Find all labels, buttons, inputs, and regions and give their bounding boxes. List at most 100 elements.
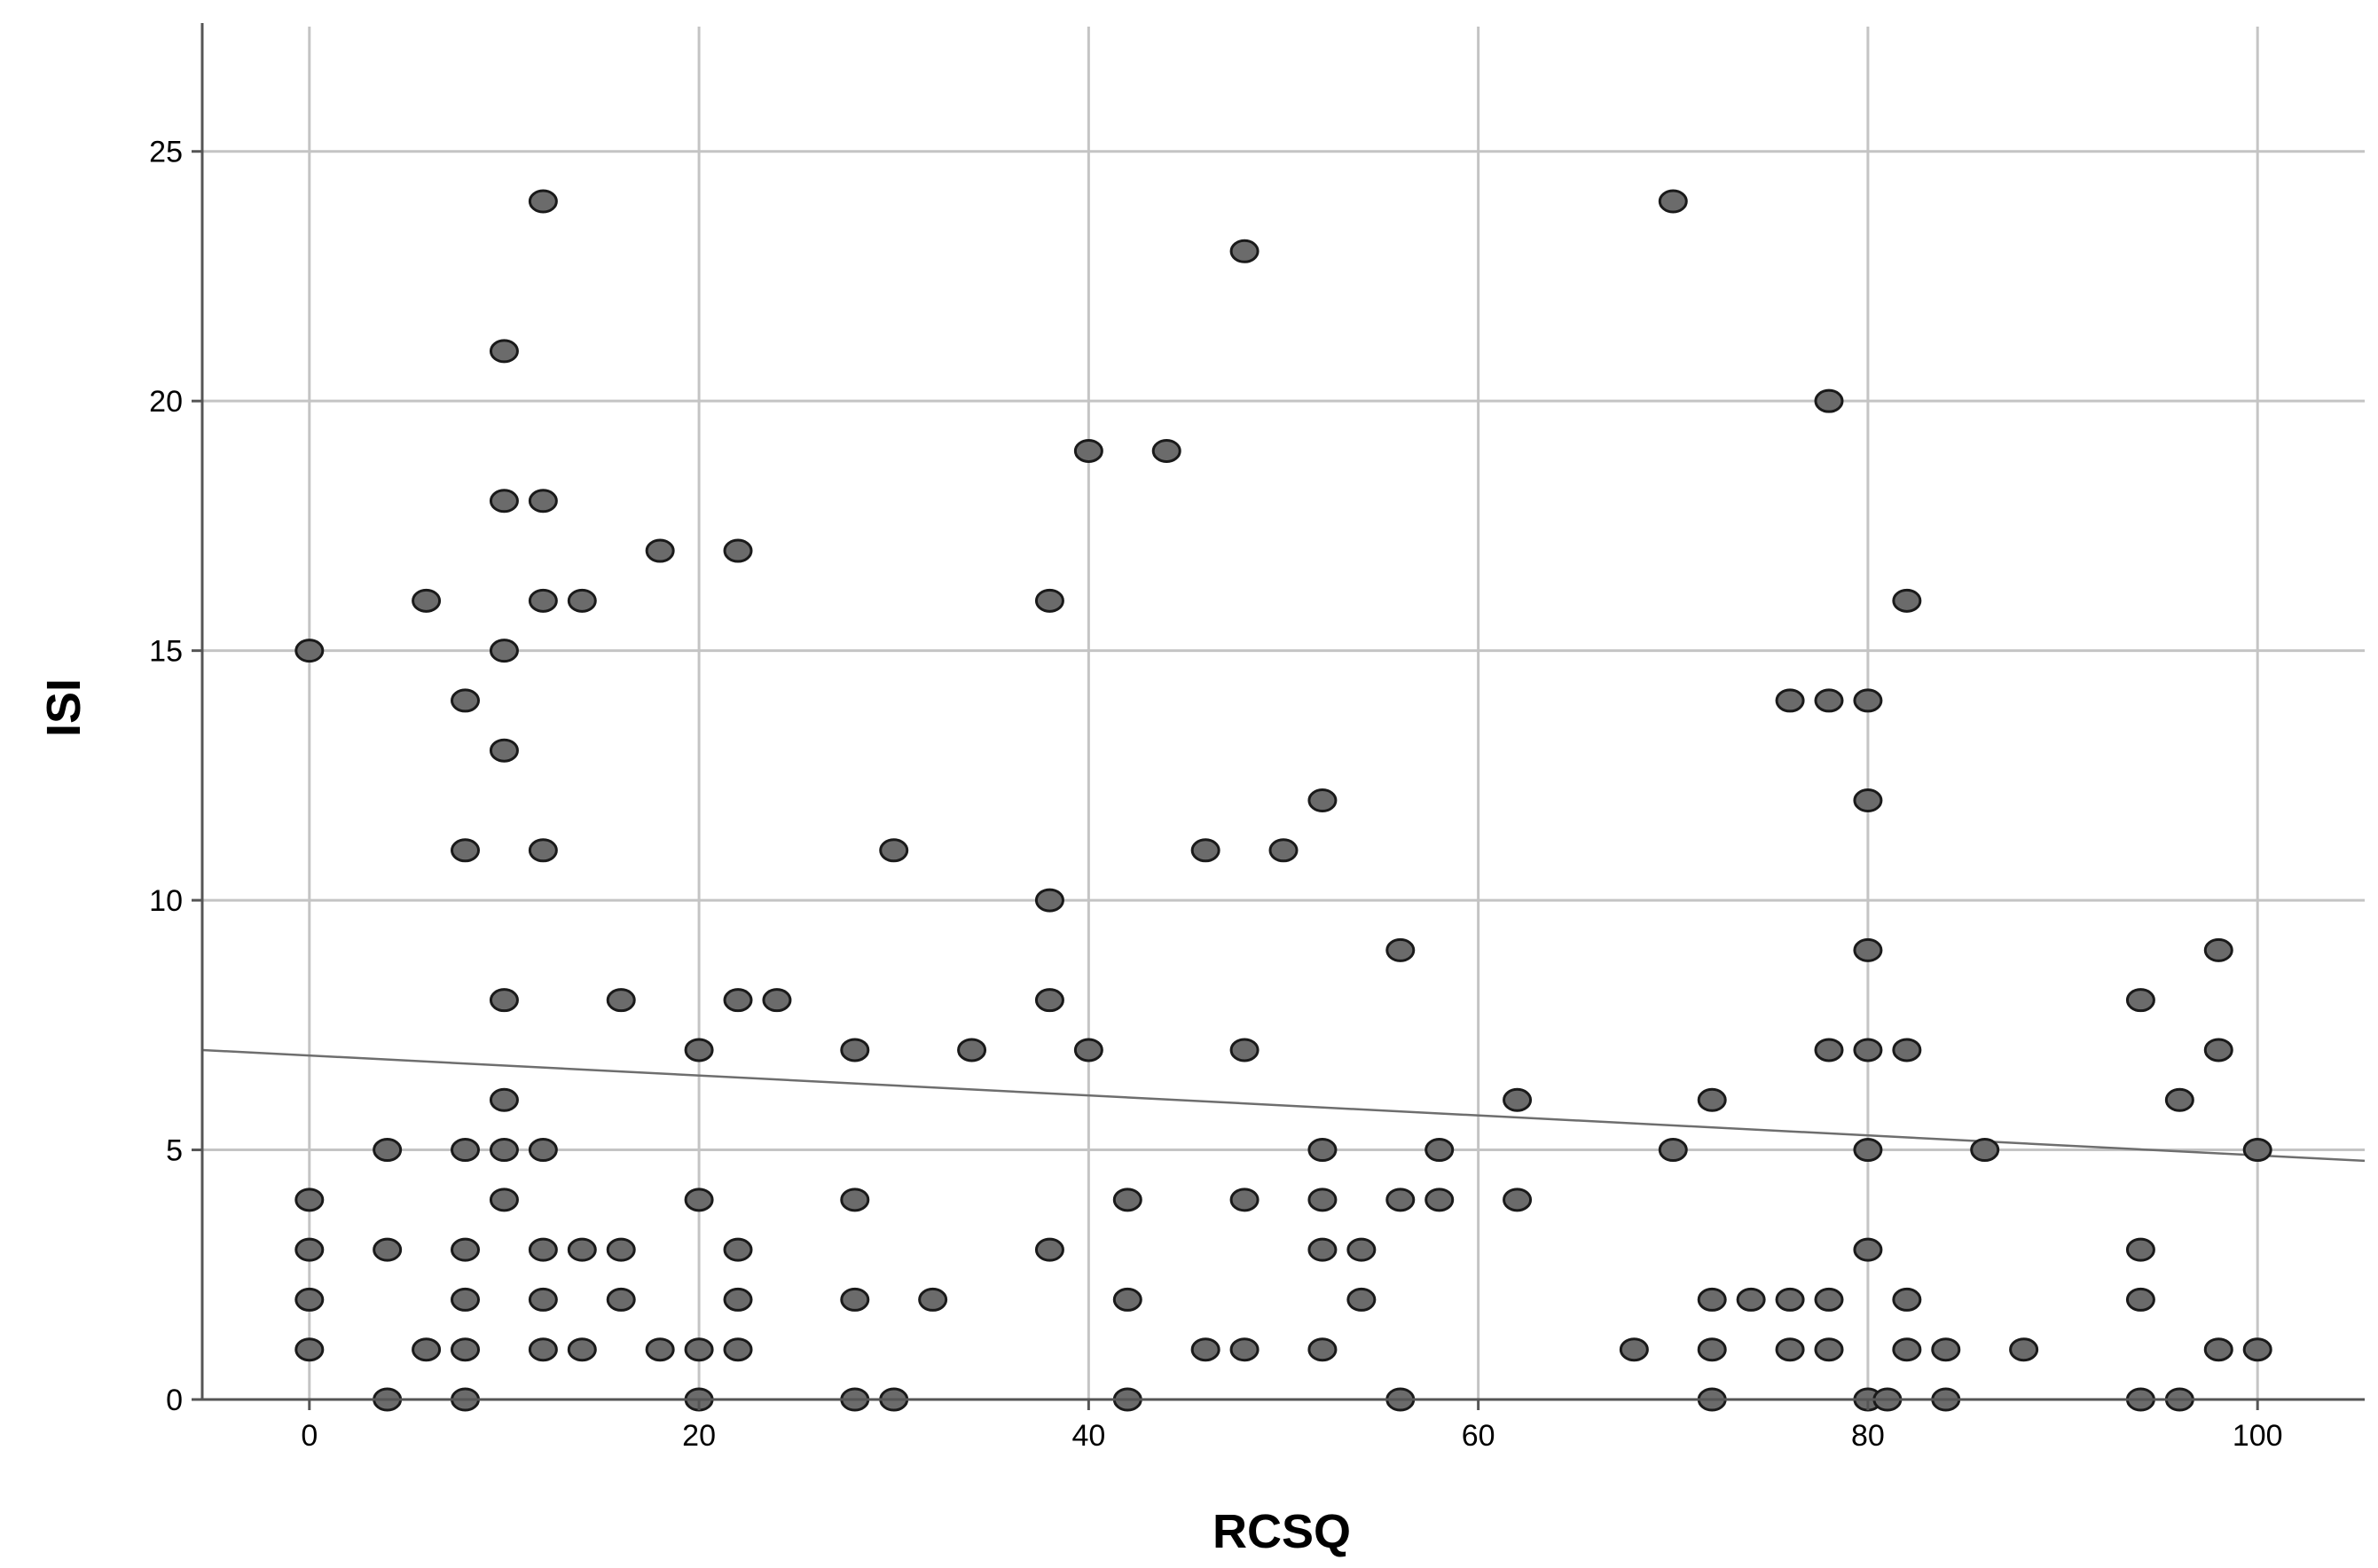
y-tick-labels: 0 5 10 15 20 25 <box>149 136 183 1417</box>
data-point-43 <box>684 1337 714 1362</box>
data-point-79 <box>1307 1237 1338 1262</box>
data-point-33 <box>567 588 597 613</box>
y-tick-label-2: 10 <box>149 884 183 918</box>
data-point-87 <box>1424 1188 1455 1212</box>
data-point-97 <box>1736 1287 1766 1312</box>
data-point-73 <box>1229 1188 1260 1212</box>
y-axis-title: ISI <box>37 678 90 737</box>
y-tick-label-1: 5 <box>166 1134 183 1168</box>
data-point-45 <box>723 538 753 563</box>
data-point-65 <box>1112 1188 1142 1212</box>
data-point-0 <box>294 639 325 663</box>
data-point-71 <box>1229 239 1260 263</box>
x-tick-label-2: 40 <box>1071 1419 1105 1453</box>
data-point-109 <box>1853 1038 1883 1062</box>
data-point-131 <box>2242 1138 2272 1163</box>
data-point-60 <box>1034 888 1064 913</box>
grid-lines <box>202 27 2365 1399</box>
data-point-84 <box>1385 1188 1416 1212</box>
data-point-118 <box>1931 1337 1961 1362</box>
data-point-114 <box>1892 588 1922 613</box>
data-point-68 <box>1151 438 1181 463</box>
data-point-3 <box>294 1287 325 1312</box>
data-point-25 <box>528 189 558 214</box>
regression-line <box>201 1048 2366 1163</box>
data-point-55 <box>879 838 909 863</box>
data-point-10 <box>451 688 481 713</box>
data-point-37 <box>606 1237 636 1262</box>
data-point-93 <box>1697 1087 1727 1112</box>
data-point-76 <box>1307 788 1338 813</box>
data-point-58 <box>957 1038 987 1062</box>
x-tick-label-1: 20 <box>682 1419 716 1453</box>
data-point-23 <box>489 1138 519 1163</box>
data-point-13 <box>451 1237 481 1262</box>
data-point-59 <box>1034 588 1064 613</box>
data-point-72 <box>1229 1038 1260 1062</box>
data-point-80 <box>1307 1337 1338 1362</box>
data-point-74 <box>1229 1337 1260 1362</box>
data-point-100 <box>1775 1337 1805 1362</box>
data-point-11 <box>451 838 481 863</box>
data-point-53 <box>840 1287 870 1312</box>
data-point-83 <box>1385 937 1416 962</box>
data-point-14 <box>451 1287 481 1312</box>
data-point-99 <box>1775 1287 1805 1312</box>
data-point-90 <box>1619 1337 1649 1362</box>
data-point-41 <box>684 1038 714 1062</box>
data-point-61 <box>1034 988 1064 1013</box>
data-point-47 <box>723 1237 753 1262</box>
data-point-19 <box>489 639 519 663</box>
data-point-17 <box>489 339 519 364</box>
x-tick-labels: 0 20 40 60 80 100 <box>301 1419 2282 1453</box>
data-point-111 <box>1853 1237 1883 1262</box>
data-point-88 <box>1503 1087 1533 1112</box>
data-point-116 <box>1892 1287 1922 1312</box>
data-point-126 <box>2164 1087 2194 1112</box>
data-point-82 <box>1346 1287 1377 1312</box>
data-point-77 <box>1307 1138 1338 1163</box>
data-point-6 <box>373 1237 403 1262</box>
data-point-52 <box>840 1188 870 1212</box>
data-point-95 <box>1697 1337 1727 1362</box>
data-point-110 <box>1853 1138 1883 1163</box>
y-tick-label-4: 20 <box>149 385 183 419</box>
data-point-78 <box>1307 1188 1338 1212</box>
x-tick-label-3: 60 <box>1462 1419 1495 1453</box>
data-point-102 <box>1814 688 1844 713</box>
data-point-51 <box>840 1038 870 1062</box>
x-tick-label-4: 80 <box>1851 1419 1885 1453</box>
data-point-117 <box>1892 1337 1922 1362</box>
y-tick-label-5: 25 <box>149 136 183 169</box>
data-point-20 <box>489 738 519 763</box>
data-point-104 <box>1814 1287 1844 1312</box>
x-tick-label-5: 100 <box>2233 1419 2283 1453</box>
data-point-62 <box>1034 1237 1064 1262</box>
data-point-49 <box>723 1337 753 1362</box>
data-point-46 <box>723 988 753 1013</box>
data-point-8 <box>412 588 442 613</box>
data-point-123 <box>2125 1237 2155 1262</box>
data-point-124 <box>2125 1287 2155 1312</box>
data-point-92 <box>1658 1138 1688 1163</box>
data-point-106 <box>1853 688 1883 713</box>
data-point-38 <box>606 1287 636 1312</box>
data-point-42 <box>684 1188 714 1212</box>
data-point-27 <box>528 588 558 613</box>
data-point-101 <box>1814 388 1844 413</box>
data-point-107 <box>1853 788 1883 813</box>
data-point-66 <box>1112 1287 1142 1312</box>
data-point-22 <box>489 1087 519 1112</box>
data-point-40 <box>645 1337 675 1362</box>
data-point-86 <box>1424 1138 1455 1163</box>
y-tick-label-3: 15 <box>149 635 183 669</box>
data-point-81 <box>1346 1237 1377 1262</box>
data-point-28 <box>528 838 558 863</box>
data-point-121 <box>2009 1337 2039 1362</box>
data-point-30 <box>528 1237 558 1262</box>
data-point-94 <box>1697 1287 1727 1312</box>
data-point-130 <box>2203 1337 2233 1362</box>
data-point-69 <box>1190 838 1220 863</box>
data-point-39 <box>645 538 675 563</box>
